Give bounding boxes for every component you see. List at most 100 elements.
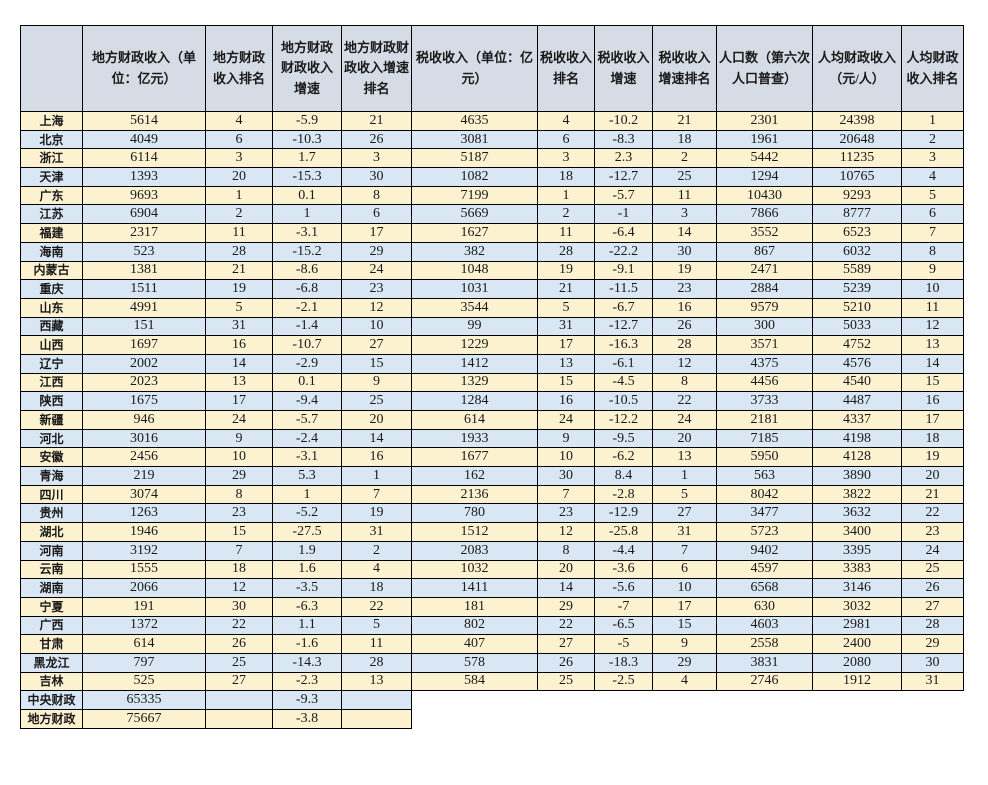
- value-cell: -12.9: [594, 503, 653, 524]
- value-cell: 11: [341, 634, 412, 654]
- value-cell: -10.5: [594, 391, 653, 411]
- value-cell: 300: [716, 316, 813, 337]
- value-cell: 13: [205, 372, 273, 393]
- value-cell: 24: [652, 410, 717, 430]
- value-cell: 1048: [411, 260, 538, 281]
- value-cell: 5239: [812, 279, 902, 299]
- value-cell: 8777: [812, 204, 902, 225]
- summary-value-cell: -3.8: [272, 709, 342, 729]
- value-cell: 12: [205, 578, 273, 598]
- column-header: 税收收入增速排名: [652, 25, 717, 112]
- province-name-cell: 河北: [20, 428, 83, 449]
- value-cell: 1677: [411, 447, 538, 468]
- column-header: 人均财政收入（元/人）: [812, 25, 902, 112]
- table-row: 广东 9693 1 0.1 8 7199 1 -5.7 11 10430 9293 5: [20, 185, 964, 206]
- province-name-cell: 重庆: [20, 279, 83, 299]
- table-row: 内蒙古 1381 21 -8.6 24 1048 19 -9.1 19 2471 5589 9: [20, 260, 964, 281]
- table-row: 山西 1697 16 -10.7 27 1229 17 -16.3 28 3571 4752 13: [20, 335, 964, 355]
- table-row: 江西 2023 13 0.1 9 1329 15 -4.5 8 4456 4540 15: [20, 372, 964, 393]
- province-name-cell: 山西: [20, 335, 83, 355]
- value-cell: 29: [537, 596, 595, 617]
- province-name-cell: 浙江: [20, 148, 83, 169]
- province-name-cell: 云南: [20, 559, 83, 580]
- value-cell: 14: [341, 428, 412, 449]
- value-cell: 20: [341, 410, 412, 430]
- value-cell: 14: [901, 353, 964, 374]
- value-cell: 18: [537, 167, 595, 187]
- value-cell: 13: [652, 447, 717, 468]
- province-name-cell: 新疆: [20, 410, 83, 430]
- table-header: 地方财政收入（单位：亿元） 地方财政收入排名 地方财政财政收入增速 地方财政财政收入增…: [20, 25, 964, 112]
- value-cell: 22: [341, 596, 412, 617]
- value-cell: 3: [537, 148, 595, 169]
- value-cell: 16: [205, 335, 273, 355]
- value-cell: 7866: [716, 204, 813, 225]
- value-cell: 23: [341, 279, 412, 299]
- value-cell: 1411: [411, 578, 538, 598]
- value-cell: 1912: [812, 671, 902, 692]
- value-cell: 8042: [716, 484, 813, 505]
- value-cell: 4198: [812, 428, 902, 449]
- value-cell: 2558: [716, 634, 813, 654]
- page: 地方财政收入（单位：亿元） 地方财政收入排名 地方财政财政收入增速 地方财政财政收入增…: [20, 25, 964, 729]
- value-cell: 23: [652, 279, 717, 299]
- value-cell: 1: [205, 185, 273, 206]
- value-cell: 1082: [411, 167, 538, 187]
- value-cell: 4: [652, 671, 717, 692]
- value-cell: 3571: [716, 335, 813, 355]
- value-cell: -6.2: [594, 447, 653, 468]
- value-cell: 4576: [812, 353, 902, 374]
- value-cell: 10: [205, 447, 273, 468]
- value-cell: 6: [901, 204, 964, 225]
- value-cell: -5.2: [272, 503, 342, 524]
- value-cell: 25: [901, 559, 964, 580]
- value-cell: 6032: [812, 241, 902, 262]
- value-cell: 1961: [716, 129, 813, 150]
- value-cell: 9293: [812, 185, 902, 206]
- value-cell: -12.7: [594, 316, 653, 337]
- value-cell: 1: [652, 466, 717, 486]
- value-cell: 407: [411, 634, 538, 654]
- value-cell: 30: [901, 652, 964, 673]
- province-name-cell: 广东: [20, 185, 83, 206]
- value-cell: 25: [537, 671, 595, 692]
- value-cell: 21: [901, 484, 964, 505]
- value-cell: -7: [594, 596, 653, 617]
- value-cell: 5: [341, 615, 412, 636]
- value-cell: -10.7: [272, 335, 342, 355]
- value-cell: -10.2: [594, 111, 653, 131]
- value-cell: 12: [341, 297, 412, 318]
- value-cell: 7: [537, 484, 595, 505]
- province-name-cell: 安徽: [20, 447, 83, 468]
- value-cell: 4991: [82, 297, 206, 318]
- table-row: 江苏 6904 2 1 6 5669 2 -1 3 7866 8777 6: [20, 204, 964, 225]
- value-cell: -8.3: [594, 129, 653, 150]
- value-cell: 3: [341, 148, 412, 169]
- value-cell: 8: [901, 241, 964, 262]
- value-cell: 4456: [716, 372, 813, 393]
- value-cell: 6: [205, 129, 273, 150]
- value-cell: 2002: [82, 353, 206, 374]
- value-cell: 14: [652, 223, 717, 243]
- value-cell: 1: [537, 185, 595, 206]
- value-cell: 17: [652, 596, 717, 617]
- table-row: 广西 1372 22 1.1 5 802 22 -6.5 15 4603 2981 28: [20, 615, 964, 636]
- value-cell: 23: [537, 503, 595, 524]
- value-cell: 2136: [411, 484, 538, 505]
- column-header: 地方财政收入排名: [205, 25, 273, 112]
- summary-value-cell: [341, 709, 412, 729]
- value-cell: 1263: [82, 503, 206, 524]
- value-cell: 29: [652, 652, 717, 673]
- value-cell: -6.3: [272, 596, 342, 617]
- province-name-cell: 广西: [20, 615, 83, 636]
- summary-value-cell: -9.3: [272, 690, 342, 710]
- value-cell: 2.3: [594, 148, 653, 169]
- table-row: 吉林 525 27 -2.3 13 584 25 -2.5 4 2746 1912 31: [20, 671, 964, 692]
- value-cell: 11: [901, 297, 964, 318]
- value-cell: 4: [537, 111, 595, 131]
- value-cell: 26: [901, 578, 964, 598]
- value-cell: 162: [411, 466, 538, 486]
- value-cell: 19: [341, 503, 412, 524]
- province-name-cell: 四川: [20, 484, 83, 505]
- value-cell: 28: [652, 335, 717, 355]
